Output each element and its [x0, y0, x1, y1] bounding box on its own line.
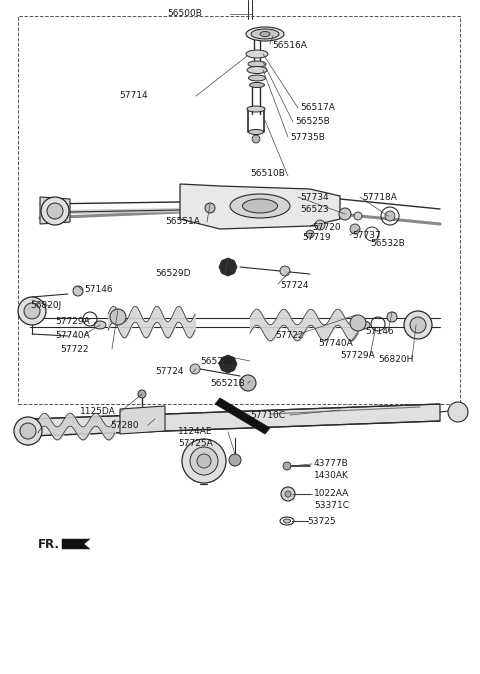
Circle shape [350, 315, 366, 331]
Circle shape [20, 423, 36, 439]
Circle shape [14, 417, 42, 445]
Text: 1430AK: 1430AK [314, 472, 349, 481]
Text: 56529D: 56529D [155, 268, 191, 278]
Ellipse shape [247, 67, 267, 73]
Text: 56529D: 56529D [200, 357, 236, 365]
Ellipse shape [249, 75, 265, 81]
Text: 56521B: 56521B [210, 379, 245, 388]
Circle shape [448, 402, 468, 422]
Text: 57724: 57724 [280, 282, 309, 290]
Ellipse shape [94, 321, 106, 329]
Circle shape [190, 364, 200, 374]
Text: 56820J: 56820J [30, 301, 61, 311]
Text: 57718A: 57718A [362, 193, 397, 202]
Circle shape [18, 297, 46, 325]
Polygon shape [40, 197, 70, 224]
Circle shape [285, 491, 291, 497]
Circle shape [387, 312, 397, 322]
Circle shape [197, 454, 211, 468]
Ellipse shape [247, 106, 265, 112]
Circle shape [47, 203, 63, 219]
Polygon shape [215, 398, 270, 434]
Ellipse shape [250, 82, 264, 88]
Text: 43777B: 43777B [314, 460, 349, 468]
Text: 57146: 57146 [365, 328, 394, 336]
Polygon shape [180, 184, 340, 229]
Text: 1125DA: 1125DA [80, 408, 116, 417]
Circle shape [252, 135, 260, 143]
Text: 1124AE: 1124AE [178, 427, 213, 437]
Text: 57280: 57280 [110, 421, 139, 429]
Circle shape [339, 208, 351, 220]
Circle shape [306, 230, 314, 238]
Circle shape [110, 309, 126, 325]
Text: 56551A: 56551A [165, 218, 200, 226]
Ellipse shape [242, 199, 277, 213]
Text: 57735B: 57735B [290, 133, 325, 142]
Text: 57146: 57146 [84, 286, 113, 295]
Text: FR.: FR. [38, 537, 60, 551]
Bar [18, 16, 460, 404]
Text: 57720: 57720 [312, 222, 341, 231]
Text: 57734: 57734 [300, 193, 329, 202]
Text: 56517A: 56517A [300, 104, 335, 113]
Text: 57710C: 57710C [250, 410, 285, 419]
Ellipse shape [260, 32, 270, 36]
Text: 56516A: 56516A [272, 42, 307, 51]
Text: 57729A: 57729A [340, 350, 375, 359]
Text: 57740A: 57740A [318, 338, 353, 348]
Text: 56523: 56523 [300, 206, 329, 214]
Ellipse shape [248, 61, 266, 67]
Ellipse shape [246, 27, 284, 41]
Circle shape [281, 487, 295, 501]
Circle shape [240, 375, 256, 391]
Ellipse shape [358, 321, 370, 329]
Text: 1022AA: 1022AA [314, 489, 349, 499]
Circle shape [73, 286, 83, 296]
Text: 56525B: 56525B [295, 117, 330, 127]
Ellipse shape [246, 50, 268, 58]
Text: 56510B: 56510B [250, 169, 285, 179]
Circle shape [24, 303, 40, 319]
Text: 57737: 57737 [352, 231, 381, 239]
Circle shape [229, 454, 241, 466]
Polygon shape [62, 539, 90, 549]
Text: 57719: 57719 [302, 233, 331, 243]
Text: 53371C: 53371C [314, 501, 349, 510]
Circle shape [410, 317, 426, 333]
Circle shape [41, 197, 69, 225]
Ellipse shape [251, 29, 279, 39]
Circle shape [283, 462, 291, 470]
Text: 57722: 57722 [275, 330, 303, 340]
Text: 57722: 57722 [60, 344, 88, 353]
Text: 57714: 57714 [120, 92, 148, 100]
Ellipse shape [284, 519, 290, 523]
Circle shape [315, 220, 325, 230]
Circle shape [350, 224, 360, 234]
Polygon shape [30, 404, 440, 436]
Text: 57724: 57724 [155, 367, 183, 377]
Circle shape [190, 447, 218, 475]
Ellipse shape [249, 129, 264, 135]
Text: 56500B: 56500B [168, 9, 203, 18]
Ellipse shape [230, 194, 290, 218]
Circle shape [385, 211, 395, 221]
Circle shape [404, 311, 432, 339]
Circle shape [280, 266, 290, 276]
Polygon shape [120, 406, 165, 434]
Circle shape [205, 203, 215, 213]
Text: 56820H: 56820H [378, 355, 413, 363]
Text: 56532B: 56532B [370, 239, 405, 247]
Circle shape [138, 390, 146, 398]
Text: 57740A: 57740A [55, 330, 90, 340]
Text: 57729A: 57729A [55, 317, 90, 326]
Circle shape [182, 439, 226, 483]
Text: 53725: 53725 [307, 516, 336, 526]
Circle shape [354, 212, 362, 220]
Text: 57725A: 57725A [178, 439, 213, 448]
